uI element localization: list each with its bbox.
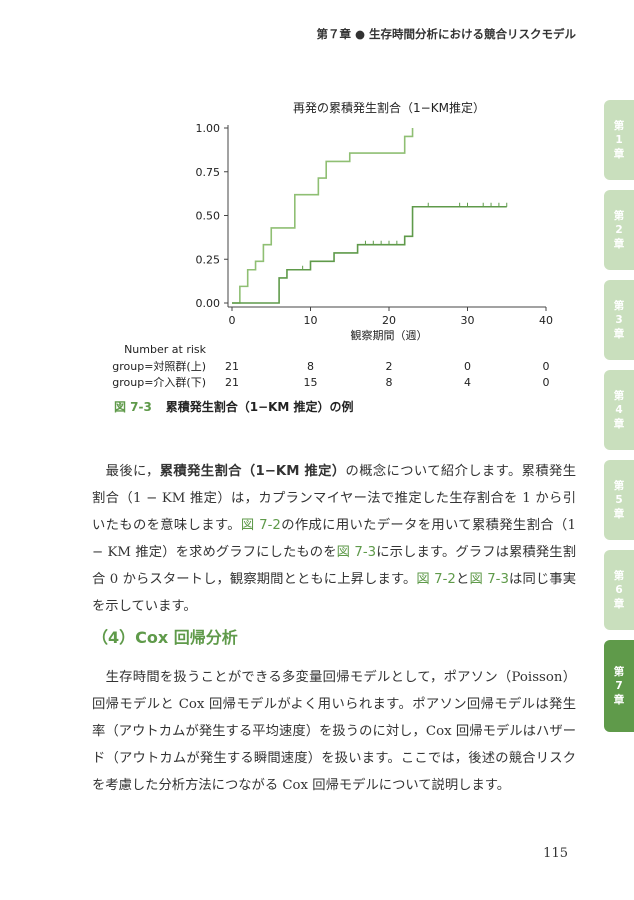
chapter-tab-char: 第 [613, 570, 625, 582]
chapter-tab-char: 第 [613, 300, 625, 312]
para2-text: 生存時間を扱うことができる多変量回帰モデルとして，ポアソン（Poisson）回帰… [92, 670, 576, 793]
chapter-tab-5[interactable]: 第 5 章 [604, 460, 634, 540]
para1-text-2: の概念について紹介します。累積発生割合（1 − KM 推定）は，カプランマイヤー… [92, 464, 576, 533]
figure-number: 図 7-3 [114, 400, 152, 414]
para1-text-5: と [455, 572, 470, 587]
chapter-tab-char: 章 [613, 418, 625, 430]
figure-ref-7-3-second[interactable]: 図 7-3 [469, 572, 509, 587]
risk-count: 0 [464, 360, 471, 373]
para1-text-1: 最後に， [105, 464, 160, 479]
chapter-tab-char: 第 [613, 120, 625, 132]
chapter-tab-char: 7 [615, 680, 623, 692]
section-heading: （4）Cox 回帰分析 [92, 628, 238, 647]
chart-title: 再発の累積発生割合（1−KM推定） [293, 100, 485, 115]
para1-bold-term: 累積発生割合（1−KM 推定） [159, 464, 346, 479]
chapter-tab-char: 章 [613, 508, 625, 520]
y-tick-label: 0.25 [196, 253, 221, 266]
chapter-tab-7[interactable]: 第 7 章 [604, 640, 634, 732]
figure-title: 累積発生割合（1−KM 推定）の例 [165, 400, 354, 414]
paragraph-cox-regression: 生存時間を扱うことができる多変量回帰モデルとして，ポアソン（Poisson）回帰… [92, 664, 576, 799]
figure-ref-7-2[interactable]: 図 7-2 [240, 518, 281, 533]
chapter-tab-char: 2 [615, 224, 623, 236]
risk-count: 0 [543, 360, 550, 373]
figure-caption: 図 7-3 累積発生割合（1−KM 推定）の例 [114, 398, 354, 415]
x-tick-label: 10 [304, 314, 318, 327]
chapter-tab-char: 第 [613, 480, 625, 492]
para1-text-3: の作成に用いたデータを用いて累積発生割合（1 − KM 推定）を求めグラフにした… [92, 518, 577, 560]
running-header: 第７章 ● 生存時間分析における競合リスクモデル [316, 26, 576, 42]
risk-table-heading: Number at risk [124, 343, 207, 356]
x-tick-label: 40 [539, 314, 553, 327]
x-tick-label: 30 [461, 314, 475, 327]
chapter-tab-char: 1 [615, 134, 623, 146]
chapter-tab-char: 5 [615, 494, 623, 506]
y-tick-label: 0.50 [196, 210, 221, 223]
risk-count: 4 [464, 376, 471, 389]
chapter-tab-1[interactable]: 第 1 章 [604, 100, 634, 180]
para1-text-6: は同じ事実を示しています。 [92, 572, 577, 614]
risk-count: 21 [225, 360, 239, 373]
risk-count: 21 [225, 376, 239, 389]
x-axis-label: 観察期間（週） [351, 328, 428, 342]
risk-row-label: group=介入群(下) [112, 375, 206, 389]
running-header-text: 第７章 ● 生存時間分析における競合リスクモデル [316, 27, 576, 41]
chapter-tab-char: 第 [613, 390, 625, 402]
chapter-tab-char: 章 [613, 598, 625, 610]
cumulative-incidence-chart: 再発の累積発生割合（1−KM推定） 0.00 0.25 0.50 0.75 1.00 0 10… [112, 100, 553, 389]
chapter-tab-3[interactable]: 第 3 章 [604, 280, 634, 360]
x-tick-label: 20 [382, 314, 396, 327]
chapter-tab-6[interactable]: 第 6 章 [604, 550, 634, 630]
chapter-tab-char: 4 [615, 404, 623, 416]
chapter-tab-char: 章 [613, 328, 625, 340]
y-tick-label: 0.75 [196, 166, 221, 179]
chapter-tab-char: 6 [615, 584, 623, 596]
x-tick-label: 0 [229, 314, 236, 327]
paragraph-cumulative-incidence: 最後に，累積発生割合（1−KM 推定）の概念について紹介します。累積発生割合（1… [92, 458, 576, 620]
chapter-tab-char: 章 [613, 148, 625, 160]
y-tick-label: 1.00 [196, 122, 221, 135]
risk-count: 0 [543, 376, 550, 389]
risk-count: 2 [386, 360, 393, 373]
y-tick-label: 0.00 [196, 297, 221, 310]
chapter-tab-2[interactable]: 第 2 章 [604, 190, 634, 270]
chapter-tab-char: 章 [613, 694, 625, 706]
chapter-tab-char: 章 [613, 238, 625, 250]
chapter-tab-char: 3 [615, 314, 623, 326]
series-line-1 [232, 128, 414, 304]
figure-ref-7-3[interactable]: 図 7-3 [336, 545, 377, 560]
risk-row-label: group=対照群(上) [112, 359, 206, 373]
risk-count: 15 [304, 376, 318, 389]
risk-count: 8 [307, 360, 314, 373]
risk-count: 8 [386, 376, 393, 389]
series-line-2 [232, 205, 507, 304]
chapter-tab-4[interactable]: 第 4 章 [604, 370, 634, 450]
chapter-tab-char: 第 [613, 666, 625, 678]
para1-text-4: に示します。グラフは累積発生割合 0 からスタートし，観察期間とともに上昇します… [92, 545, 576, 587]
page-number: 115 [543, 846, 568, 861]
figure-ref-7-2-second[interactable]: 図 7-2 [416, 572, 456, 587]
chapter-tab-char: 第 [613, 210, 625, 222]
